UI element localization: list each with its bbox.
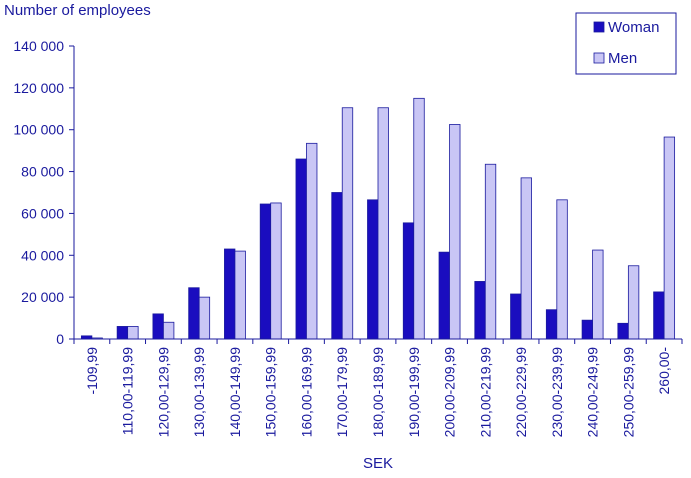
y-tick-label: 140 000 (13, 38, 64, 54)
bar-woman (367, 199, 379, 340)
legend-label-men: Men (608, 50, 637, 67)
bar-woman (510, 293, 522, 340)
bar-men (377, 107, 389, 340)
bar-men (198, 296, 211, 340)
bar-men (413, 97, 425, 340)
x-tick-label: 200,00-209,99 (442, 347, 458, 438)
bar-men (556, 199, 568, 340)
y-tick-label: 60 000 (21, 205, 64, 221)
y-tick-label: 120 000 (13, 80, 64, 96)
legend-swatch-woman (593, 21, 605, 33)
x-tick-label: 180,00-189,99 (370, 347, 386, 438)
x-tick-label: 140,00-149,99 (227, 347, 243, 438)
y-axis-label: Number of employees (4, 2, 151, 19)
bar-woman (152, 313, 164, 340)
bar-woman (545, 309, 558, 340)
bar-men (127, 326, 139, 340)
x-tick-label: 210,00-219,99 (477, 347, 493, 438)
bar-men (306, 142, 318, 340)
y-tick-label: 80 000 (21, 164, 64, 180)
bar-woman (259, 203, 272, 340)
bar-woman (581, 319, 593, 340)
bar-men (341, 107, 354, 340)
bar-men (663, 136, 676, 340)
x-axis: -109,99 110,00-119,99 120,00-129,99 130,00-… (73, 338, 683, 438)
x-tick-label: -109,99 (84, 347, 100, 395)
x-tick-label: 230,00-239,99 (549, 347, 565, 438)
bar-woman (653, 291, 665, 340)
bars (80, 97, 676, 340)
bar-woman (331, 192, 343, 340)
bar-men (627, 265, 640, 340)
bar-men (520, 177, 532, 340)
bar-woman (617, 322, 629, 340)
x-tick-label: 250,00-259,99 (620, 347, 636, 438)
bar-woman (188, 287, 200, 340)
y-tick-label: 20 000 (21, 289, 64, 305)
bar-woman (438, 251, 450, 340)
y-tick-label: 100 000 (13, 122, 64, 138)
bar-woman (116, 326, 129, 340)
legend: Woman Men (575, 12, 677, 75)
bar-woman (474, 281, 486, 340)
bar-men (234, 250, 246, 340)
y-tick-label: 40 000 (21, 247, 64, 263)
bar-men (163, 321, 175, 340)
bar-men (270, 202, 282, 340)
bar-men (484, 163, 497, 340)
x-tick-label: 110,00-119,99 (120, 347, 136, 435)
x-tick-label: 150,00-159,99 (263, 347, 279, 438)
x-tick-label: 170,00-179,99 (334, 347, 350, 438)
legend-box (575, 12, 677, 75)
bar-woman (224, 248, 236, 340)
y-tick-label: 0 (56, 331, 64, 347)
x-axis-label: SEK (363, 455, 393, 472)
bar-men (592, 249, 604, 340)
legend-label-woman: Woman (608, 19, 659, 36)
x-tick-label: 190,00-199,99 (406, 347, 422, 438)
bar-woman (402, 222, 415, 340)
bar-woman (295, 158, 307, 340)
legend-swatch-men (593, 52, 605, 64)
y-axis: 0 20 000 40 000 60 000 80 000 100 000 120 000 1… (13, 38, 75, 347)
x-tick-label: 120,00-129,99 (155, 347, 171, 438)
x-tick-label: 160,00-169,99 (298, 347, 314, 438)
x-tick-label: 260,00- (656, 347, 672, 395)
x-tick-label: 130,00-139,99 (191, 347, 207, 438)
bar-men (449, 124, 461, 340)
x-tick-label: 240,00-249,99 (585, 347, 601, 438)
x-tick-label: 220,00-229,99 (513, 347, 529, 438)
